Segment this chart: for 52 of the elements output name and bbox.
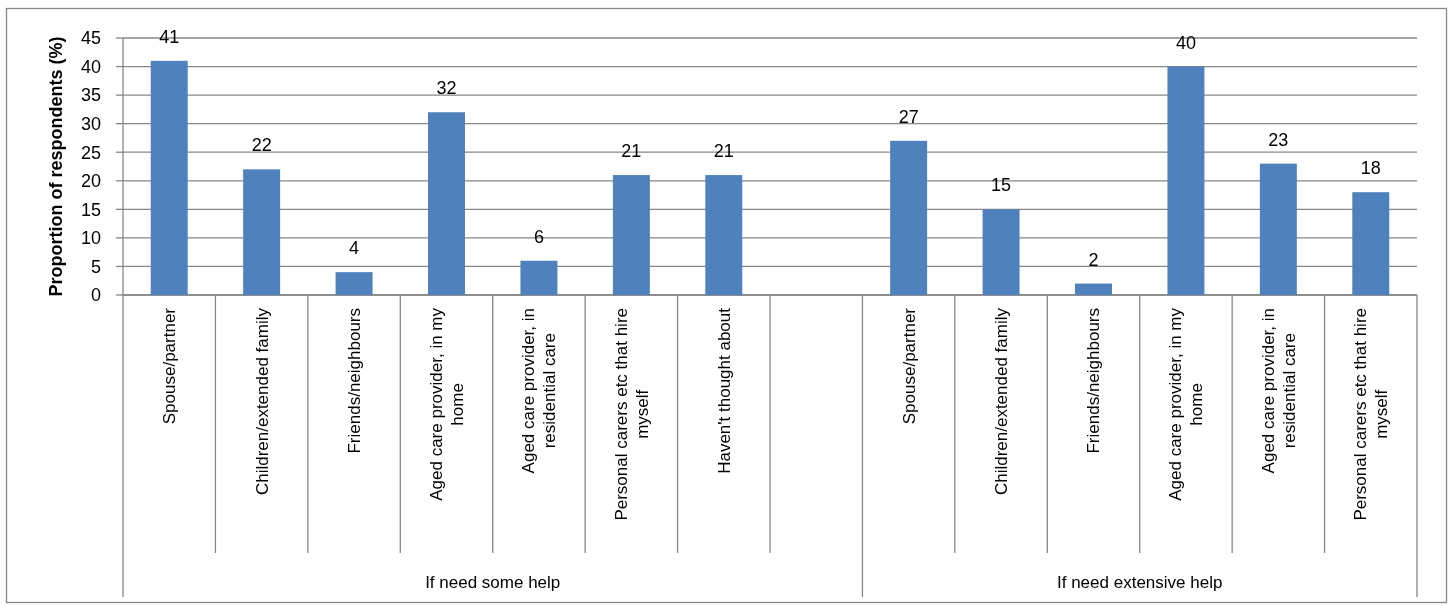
bar	[612, 175, 650, 295]
x-tick-label: Friends/neighbours	[345, 308, 365, 454]
x-tick-label: Aged care provider, in residential care	[1258, 307, 1299, 474]
y-tick-label: 10	[80, 228, 101, 249]
y-tick-label: 20	[80, 171, 101, 192]
bar	[1075, 283, 1112, 295]
data-label: 21	[713, 141, 734, 162]
data-label: 4	[349, 238, 360, 259]
x-tick-label: Aged care provider, in my home	[426, 307, 467, 501]
data-label: 41	[159, 26, 180, 47]
bar	[1259, 163, 1297, 295]
bar	[335, 272, 373, 295]
y-tick-label: 45	[80, 28, 101, 49]
bar	[890, 140, 928, 295]
x-tick-label: Children/extended family	[252, 307, 272, 496]
x-tick-label: Spouse/partner	[899, 307, 919, 425]
y-tick-label: 30	[80, 113, 101, 134]
bar	[982, 209, 1020, 295]
text: If need extensive help	[1057, 572, 1223, 592]
y-tick-label: 40	[80, 56, 101, 77]
data-label: 2	[1088, 249, 1099, 270]
bar	[520, 260, 558, 295]
y-tick-label: 15	[80, 199, 101, 220]
bar	[243, 169, 281, 295]
x-tick-label: Aged care provider, in residential care	[519, 307, 560, 474]
x-tick-label: Personal carers etc that hire myself	[1351, 308, 1392, 521]
x-tick-label: Aged care provider, in my home	[1166, 307, 1207, 501]
y-axis-title: Proportion of respondents (%)	[46, 36, 67, 297]
y-tick-label: 25	[80, 142, 101, 163]
data-label: 22	[251, 135, 272, 156]
x-tick-label: Personal carers etc that hire myself	[611, 308, 652, 521]
bar	[1167, 66, 1205, 295]
data-label: 6	[533, 226, 544, 247]
data-label: 15	[991, 175, 1012, 196]
bar	[705, 175, 743, 295]
data-label: 18	[1360, 158, 1381, 179]
bar	[150, 60, 188, 295]
x-tick-label: Haven't thought about	[714, 307, 734, 474]
data-label: 32	[436, 78, 457, 99]
data-label: 40	[1175, 32, 1196, 53]
x-tick-label: Friends/neighbours	[1084, 308, 1104, 454]
data-label: 21	[621, 141, 642, 162]
data-label: 27	[898, 106, 919, 127]
y-tick-label: 0	[90, 285, 101, 306]
bar	[1352, 192, 1390, 295]
bar	[428, 112, 465, 295]
text: If need some help	[425, 572, 561, 592]
data-label: 23	[1268, 129, 1289, 150]
x-tick-label: Children/extended family	[992, 307, 1012, 496]
y-tick-label: 35	[80, 85, 101, 106]
x-tick-label: Spouse/partner	[160, 307, 180, 425]
y-tick-label: 5	[90, 256, 101, 277]
